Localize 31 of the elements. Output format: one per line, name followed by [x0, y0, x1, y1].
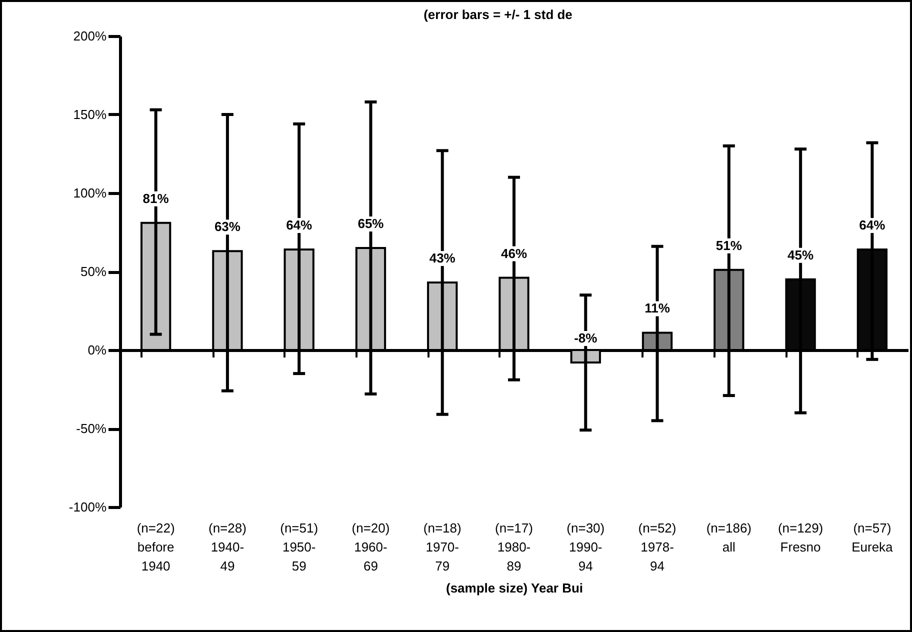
chart-title: (error bars = +/- 1 std de: [424, 7, 572, 22]
data-label: 64%: [859, 218, 886, 233]
data-label: 11%: [644, 300, 670, 316]
x-tick-label: (n=57) Eureka: [852, 520, 894, 554]
y-tick-label: 150%: [73, 107, 107, 122]
x-tick-label: (n=20) 1960- 69: [352, 520, 390, 574]
x-tick-label: (n=17) 1980- 89: [495, 520, 533, 574]
data-label: 65%: [358, 216, 384, 231]
x-tick-label: (n=51) 1950- 59: [280, 520, 318, 574]
x-axis-title: (sample size) Year Bui: [446, 580, 584, 596]
y-tick-label: -100%: [68, 500, 107, 514]
x-tick-label: (n=30) 1990- 94: [566, 520, 605, 574]
x-tick-label: (n=18) 1970- 79: [423, 520, 462, 574]
data-label: 64%: [286, 218, 313, 233]
y-tick-label: 50%: [80, 264, 107, 279]
x-tick-label: (n=52) 1978- 94: [638, 520, 676, 574]
y-tick-label: -50%: [76, 421, 107, 436]
y-tick-label: 0%: [88, 342, 107, 358]
data-label: -8%: [574, 330, 598, 346]
y-tick-label: 200%: [73, 28, 107, 44]
y-tick-label: 100%: [73, 186, 107, 200]
x-tick-label: (n=186) all: [706, 520, 752, 554]
x-tick-label: (n=129) Fresno: [778, 520, 824, 554]
data-label: 81%: [142, 190, 170, 206]
data-label: 51%: [716, 238, 742, 253]
data-label: 43%: [429, 250, 456, 266]
x-tick-label: (n=22) before 1940: [136, 520, 175, 574]
data-label: 63%: [214, 219, 241, 234]
x-tick-label: (n=28) 1940- 49: [208, 520, 246, 574]
data-label: 46%: [500, 246, 528, 261]
data-label: 45%: [788, 247, 814, 262]
